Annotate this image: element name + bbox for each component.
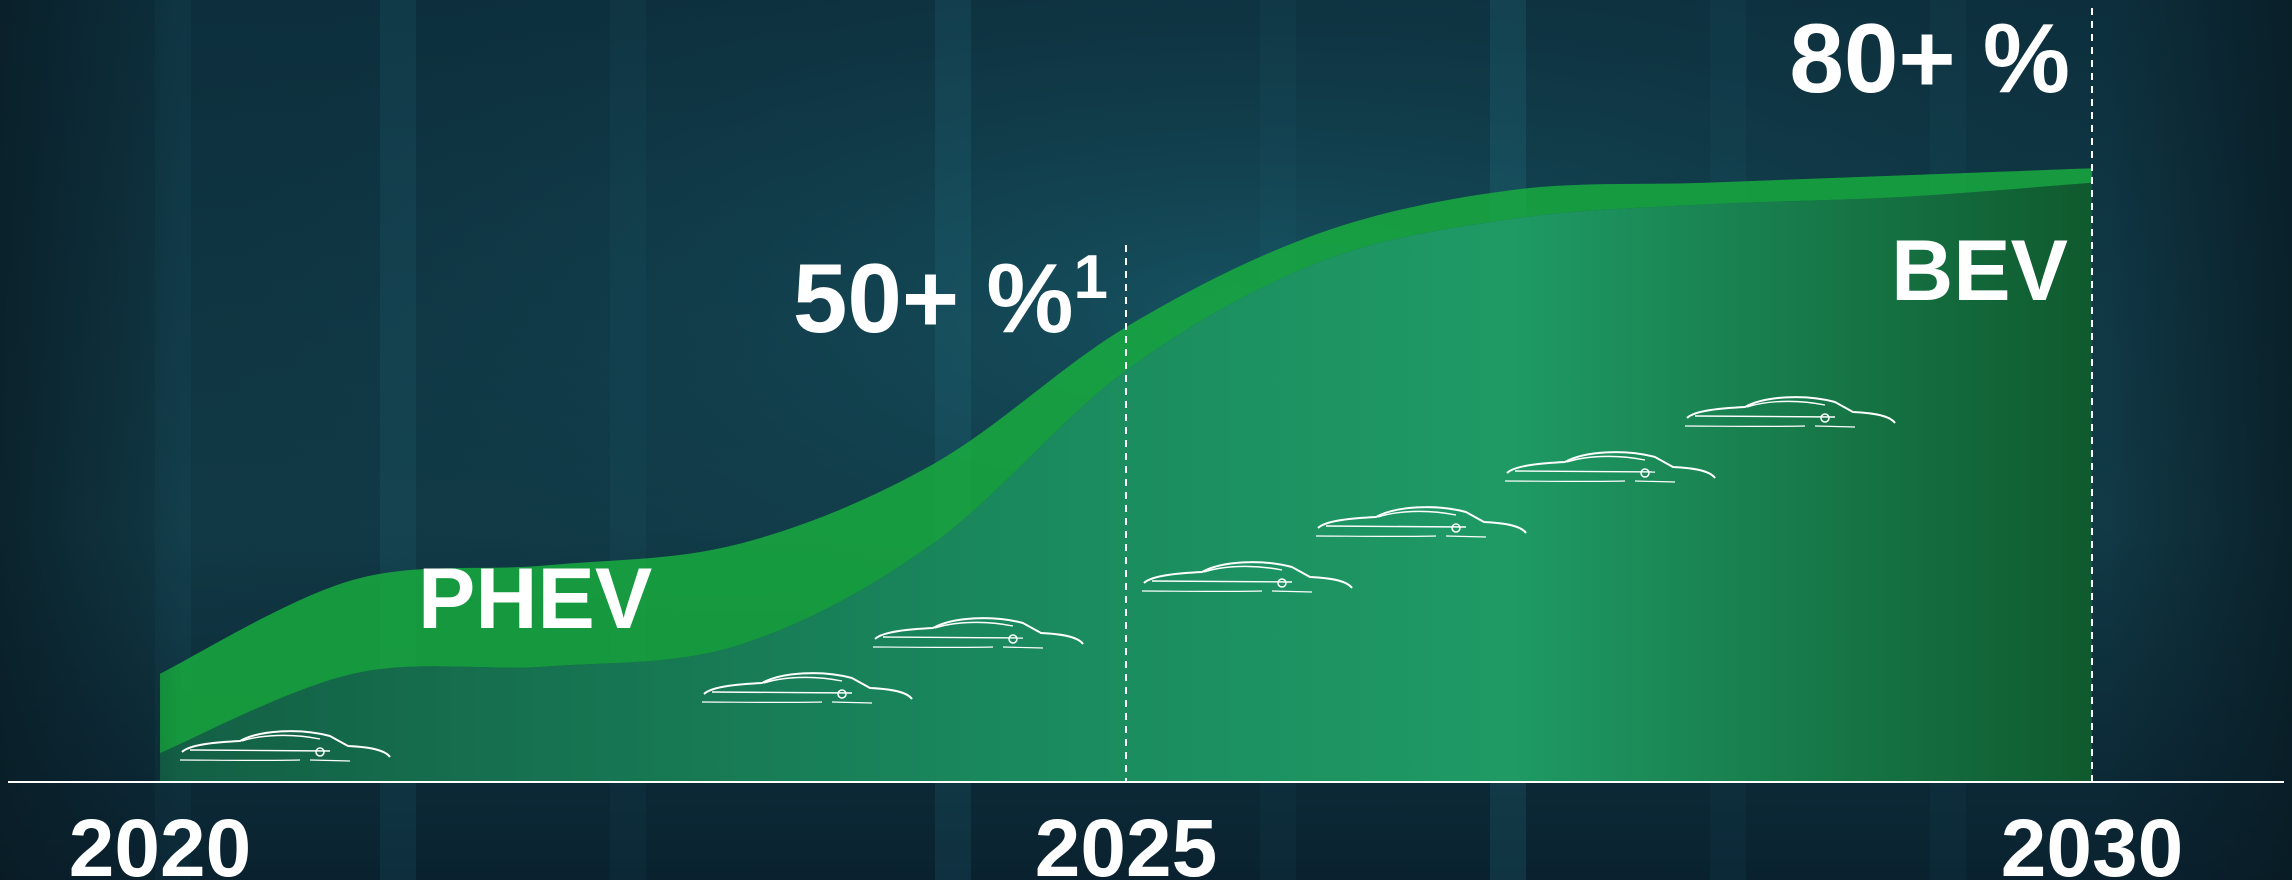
- series-label-phev: PHEV: [418, 551, 652, 647]
- x-tick-label: 2025: [1035, 803, 1217, 880]
- annotation-50-percent: 50+ %1: [793, 243, 1108, 353]
- x-axis-ticks: 2020 2025 2030: [69, 803, 2183, 880]
- x-tick-label: 2020: [69, 803, 251, 880]
- x-tick-label: 2030: [2001, 803, 2183, 880]
- annotation-50-superscript: 1: [1074, 243, 1108, 312]
- series-label-bev: BEV: [1891, 223, 2068, 319]
- annotation-50-value: 50+ %: [793, 243, 1074, 353]
- annotation-80-percent: 80+ %: [1789, 3, 2070, 113]
